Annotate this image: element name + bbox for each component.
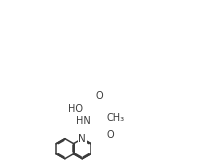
Text: HN: HN	[76, 116, 91, 126]
Text: CH₃: CH₃	[106, 113, 124, 123]
Text: O: O	[95, 91, 103, 101]
Text: HO: HO	[68, 104, 83, 114]
Text: N: N	[78, 134, 86, 144]
Text: O: O	[106, 130, 114, 140]
